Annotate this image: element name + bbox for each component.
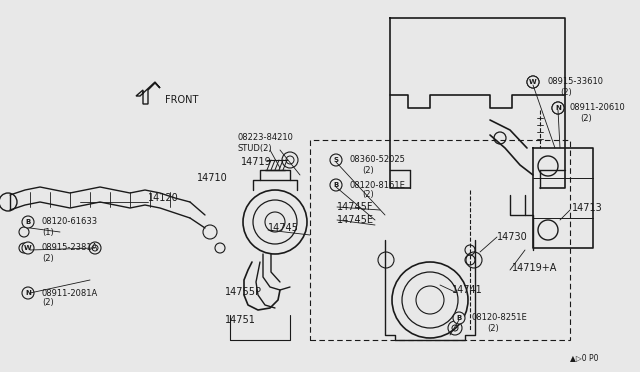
Text: 14751: 14751 [225,315,256,325]
Text: 14741: 14741 [452,285,483,295]
Text: 14713: 14713 [572,203,603,213]
Text: S: S [333,157,339,163]
Text: 08915-33610: 08915-33610 [547,77,603,87]
Text: 14120: 14120 [148,193,179,203]
Text: (2): (2) [362,190,374,199]
Text: 14710: 14710 [197,173,228,183]
Circle shape [453,312,465,324]
Text: B: B [333,182,339,188]
Text: (2): (2) [580,113,592,122]
Circle shape [22,242,34,254]
Text: W: W [529,79,537,85]
Text: 08120-8161E: 08120-8161E [350,180,406,189]
Text: STUD(2): STUD(2) [238,144,273,153]
Text: 08911-2081A: 08911-2081A [42,289,99,298]
Text: ▲▷0 P0: ▲▷0 P0 [570,353,598,362]
Text: 14730: 14730 [497,232,528,242]
Circle shape [330,154,342,166]
Text: (2): (2) [42,298,54,308]
Text: 14745: 14745 [268,223,299,233]
Text: (2): (2) [362,166,374,174]
Text: FRONT: FRONT [165,95,198,105]
Text: (1): (1) [42,228,54,237]
Text: W: W [24,245,32,251]
Text: (2): (2) [42,253,54,263]
Text: B: B [26,219,31,225]
Circle shape [552,102,564,114]
Text: (2): (2) [487,324,499,333]
Text: 14745E: 14745E [337,215,374,225]
Text: 08120-61633: 08120-61633 [42,218,98,227]
Circle shape [22,216,34,228]
Text: N: N [25,290,31,296]
Text: 08360-52025: 08360-52025 [350,155,406,164]
Text: 14719+A: 14719+A [512,263,557,273]
Text: B: B [456,315,461,321]
Text: 08915-2381A: 08915-2381A [42,244,99,253]
Text: 08120-8251E: 08120-8251E [472,314,528,323]
Circle shape [527,76,539,88]
Text: (2): (2) [560,87,572,96]
Text: 14745F: 14745F [337,202,374,212]
Circle shape [330,179,342,191]
Text: 14719: 14719 [241,157,272,167]
Text: N: N [555,105,561,111]
Text: 08911-20610: 08911-20610 [570,103,626,112]
Circle shape [22,287,34,299]
Text: 08223-84210: 08223-84210 [238,134,294,142]
Text: 14755P: 14755P [225,287,262,297]
